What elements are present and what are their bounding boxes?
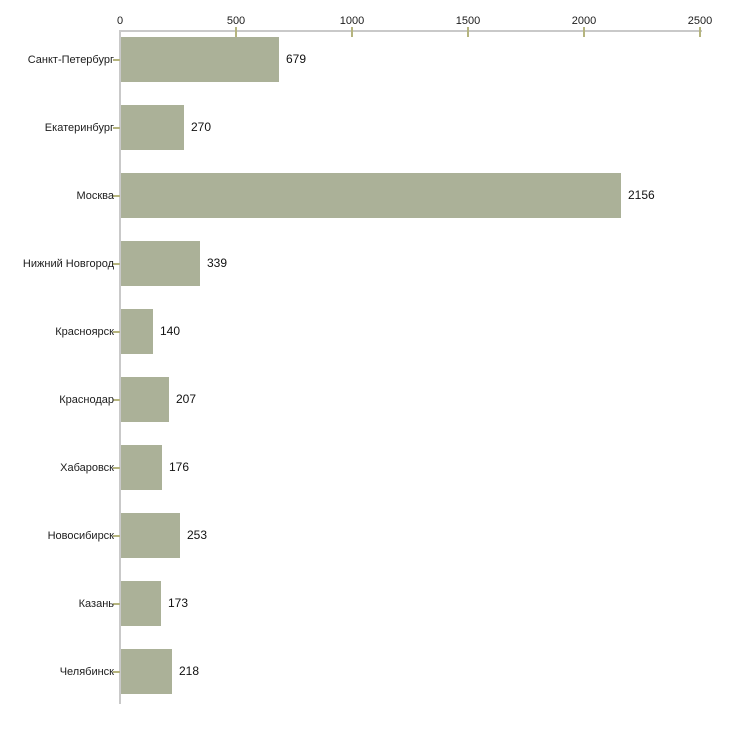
- x-tick-mark: [699, 27, 701, 37]
- y-tick-mark: [113, 602, 120, 605]
- value-label: 218: [179, 663, 200, 678]
- value-label: 207: [176, 391, 197, 406]
- y-tick-mark: [113, 262, 120, 265]
- bar: [121, 377, 169, 422]
- bar: [121, 309, 153, 354]
- y-axis-line: [119, 30, 121, 704]
- category-label: Екатеринбург: [44, 121, 114, 134]
- value-label: 140: [160, 323, 181, 338]
- category-label: Нижний Новгород: [22, 257, 114, 270]
- category-label: Санкт-Петербург: [27, 53, 114, 66]
- bar: [121, 37, 279, 82]
- category-label: Красноярск: [55, 325, 114, 338]
- value-label: 270: [191, 119, 212, 134]
- bar: [121, 173, 621, 218]
- x-tick-label: 2500: [687, 15, 713, 27]
- x-tick-mark: [467, 27, 469, 37]
- category-label: Краснодар: [59, 393, 114, 406]
- x-tick-label: 0: [116, 15, 124, 27]
- category-label: Хабаровск: [60, 461, 114, 474]
- category-label: Казань: [78, 597, 114, 610]
- x-tick-mark: [351, 27, 353, 37]
- y-tick-mark: [113, 126, 120, 129]
- value-label: 253: [187, 527, 208, 542]
- bar: [121, 513, 180, 558]
- value-label: 176: [169, 459, 190, 474]
- category-label: Челябинск: [59, 665, 114, 678]
- bar: [121, 581, 161, 626]
- value-label: 679: [286, 51, 307, 66]
- x-tick-label: 1000: [339, 15, 365, 27]
- bar: [121, 105, 184, 150]
- x-axis-line: [119, 30, 702, 32]
- y-tick-mark: [113, 58, 120, 61]
- category-label: Новосибирск: [47, 529, 114, 542]
- y-tick-mark: [113, 330, 120, 333]
- y-tick-mark: [113, 466, 120, 469]
- value-label: 173: [168, 595, 189, 610]
- bar: [121, 241, 200, 286]
- y-tick-mark: [113, 194, 120, 197]
- x-tick-label: 1500: [455, 15, 481, 27]
- category-label: Москва: [76, 189, 114, 202]
- y-tick-mark: [113, 670, 120, 673]
- bar: [121, 445, 162, 490]
- bar: [121, 649, 172, 694]
- y-tick-mark: [113, 534, 120, 537]
- value-label: 339: [207, 255, 228, 270]
- y-tick-mark: [113, 398, 120, 401]
- value-label: 2156: [628, 187, 655, 202]
- x-tick-mark: [583, 27, 585, 37]
- x-tick-mark: [235, 27, 237, 37]
- x-tick-label: 2000: [571, 15, 597, 27]
- x-tick-label: 500: [226, 15, 246, 27]
